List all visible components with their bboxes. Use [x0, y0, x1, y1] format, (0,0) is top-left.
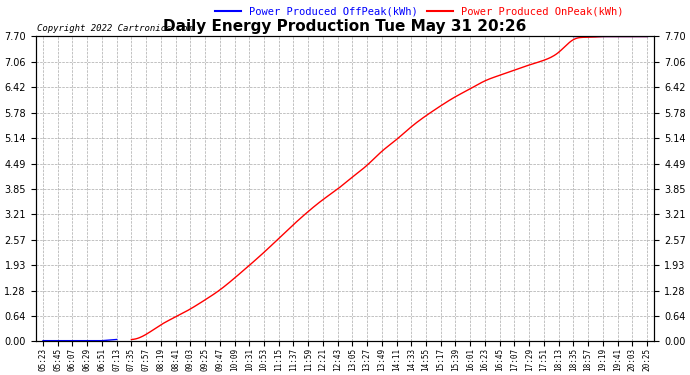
Title: Daily Energy Production Tue May 31 20:26: Daily Energy Production Tue May 31 20:26: [164, 19, 526, 34]
Text: Copyright 2022 Cartronics.com: Copyright 2022 Cartronics.com: [37, 24, 193, 33]
Legend: Power Produced OffPeak(kWh), Power Produced OnPeak(kWh): Power Produced OffPeak(kWh), Power Produ…: [211, 2, 628, 20]
